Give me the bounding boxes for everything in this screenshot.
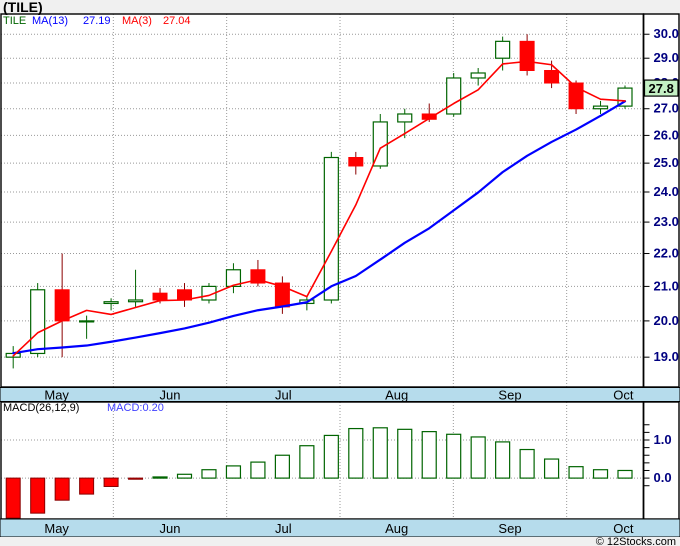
svg-text:MACD:0.20: MACD:0.20 [107, 402, 164, 414]
svg-text:1.0: 1.0 [654, 432, 672, 447]
svg-text:27.8: 27.8 [649, 81, 674, 96]
svg-text:Jul: Jul [275, 388, 292, 403]
svg-text:Oct: Oct [613, 521, 634, 536]
svg-text:Jun: Jun [160, 388, 181, 403]
svg-text:27.04: 27.04 [163, 15, 191, 27]
svg-text:29.0: 29.0 [654, 50, 679, 65]
svg-text:27.0: 27.0 [654, 101, 679, 116]
svg-text:22.0: 22.0 [654, 246, 679, 261]
svg-text:25.0: 25.0 [654, 155, 679, 170]
svg-text:May: May [44, 521, 69, 536]
svg-text:Jul: Jul [275, 521, 292, 536]
svg-text:19.0: 19.0 [654, 349, 679, 364]
svg-text:Aug: Aug [385, 388, 408, 403]
svg-text:26.0: 26.0 [654, 127, 679, 142]
svg-text:MA(13): MA(13) [32, 15, 68, 27]
svg-text:Aug: Aug [385, 521, 408, 536]
svg-text:Oct: Oct [613, 388, 634, 403]
svg-text:MACD(26,12,9): MACD(26,12,9) [3, 402, 79, 414]
svg-text:(TILE): (TILE) [3, 0, 43, 15]
svg-text:© 12Stocks.com: © 12Stocks.com [596, 536, 676, 546]
svg-text:Jun: Jun [160, 521, 181, 536]
svg-text:24.0: 24.0 [654, 184, 679, 199]
svg-text:23.0: 23.0 [654, 214, 679, 229]
svg-text:Sep: Sep [498, 388, 521, 403]
svg-text:20.0: 20.0 [654, 313, 679, 328]
svg-text:30.0: 30.0 [654, 26, 679, 41]
svg-text:21.0: 21.0 [654, 278, 679, 293]
svg-text:27.19: 27.19 [83, 15, 111, 27]
svg-text:May: May [44, 388, 69, 403]
svg-text:TILE: TILE [3, 15, 26, 27]
svg-text:Sep: Sep [498, 521, 521, 536]
svg-text:MA(3): MA(3) [122, 15, 152, 27]
svg-text:0.0: 0.0 [654, 470, 672, 485]
